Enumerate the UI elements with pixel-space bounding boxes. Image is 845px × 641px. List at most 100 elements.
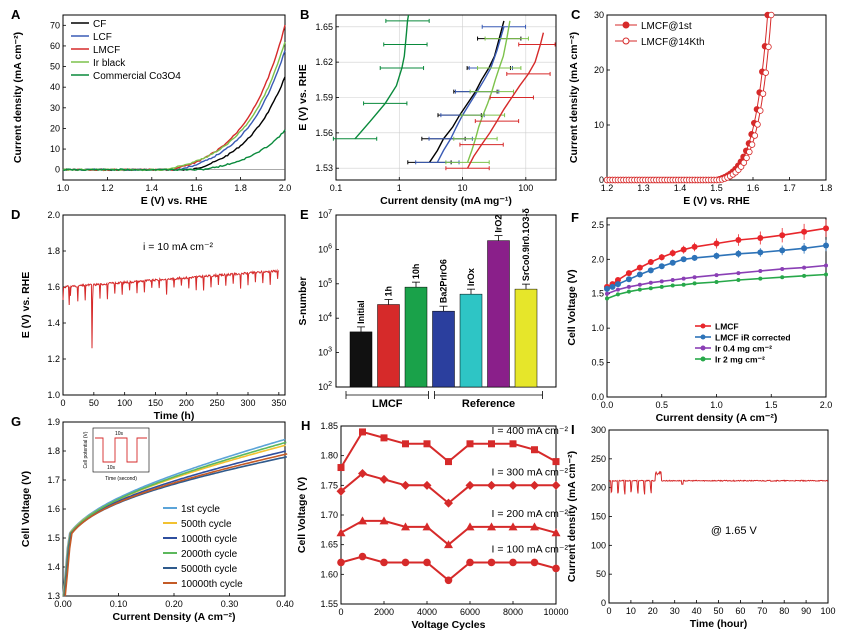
series-line: [606, 227, 827, 288]
x-tick-label: 30: [670, 606, 680, 616]
x-tick-label: 6000: [460, 607, 480, 617]
data-point: [779, 247, 786, 254]
data-point: [648, 280, 653, 285]
plot-frame: [606, 14, 827, 181]
data-point: [551, 528, 561, 537]
data-point: [751, 132, 759, 139]
data-point: [735, 237, 742, 244]
data-point: [423, 440, 431, 448]
x-tick-label: 70: [757, 606, 767, 616]
y-tick-label: 103: [318, 347, 332, 358]
group-label: LMCF: [372, 398, 403, 410]
data-point: [509, 558, 517, 567]
data-point: [802, 265, 807, 270]
y-tick-label: 50: [50, 62, 60, 72]
data-point: [487, 558, 496, 567]
series-line: [608, 470, 829, 495]
y-tick-label: 106: [318, 243, 332, 254]
x-tick-label: 10: [626, 606, 636, 616]
data-point: [780, 266, 785, 271]
x-tick-label: 1.0: [710, 400, 723, 410]
data-point: [615, 292, 620, 297]
data-point: [487, 522, 496, 531]
legend-entry: LMCF@14Kth: [641, 37, 705, 48]
legend-marker: [622, 21, 630, 29]
data-point: [422, 522, 432, 531]
inset-label-top: 10s: [115, 431, 124, 437]
bar-2: [377, 304, 400, 388]
legend-entry: LMCF: [93, 45, 120, 56]
y-tick-label: 1.70: [320, 510, 338, 520]
y-tick-label: 1.4: [47, 318, 60, 328]
data-point: [380, 434, 388, 442]
y-tick-exponent: 2: [328, 381, 332, 388]
data-point: [736, 271, 741, 276]
y-tick-exponent: 5: [328, 278, 332, 285]
y-tick-label: 0: [601, 598, 606, 608]
panel-letter: D: [11, 207, 20, 222]
y-tick-label: 1.60: [320, 569, 338, 579]
data-point: [748, 141, 756, 148]
y-tick-label: 1.55: [320, 599, 338, 609]
bar-label: 1h: [384, 286, 394, 297]
data-point: [609, 283, 616, 290]
data-point: [746, 148, 753, 156]
legend-entry: Ir 2 mg cm⁻²: [715, 355, 765, 365]
data-point: [637, 287, 642, 292]
panel-C: 1.2 1.3 1.4 1.5 1.6 1.7 1.8 0 10 20 30 C E (V) vs. R…: [568, 7, 832, 207]
data-point: [823, 225, 829, 232]
data-point: [669, 250, 676, 257]
legend-entry: Ir black: [93, 58, 126, 69]
data-point: [445, 458, 452, 466]
data-point: [379, 474, 389, 484]
panel-H: 0 2000 4000 6000 8000 10000 1.55 1.60 1.65 1.70 1.…: [296, 418, 569, 631]
y-tick-label: 1.8: [47, 446, 60, 456]
x-tick-label: 150: [148, 398, 163, 408]
legend-marker: [700, 356, 706, 362]
legend-entry: 2000th cycle: [181, 549, 238, 560]
panel-letter: B: [300, 7, 309, 22]
y-axis-label: Cell Voltage (V): [566, 269, 578, 345]
data-point: [736, 277, 741, 282]
x-tick-label: 20: [648, 606, 658, 616]
series-label: I = 400 mA cm⁻²: [492, 425, 569, 437]
x-tick-label: 50: [89, 398, 99, 408]
x-axis-label: Voltage Cycles: [412, 619, 486, 631]
data-point: [824, 263, 828, 268]
data-point: [647, 259, 654, 266]
data-point: [625, 276, 632, 283]
legend-entry: LMCF iR corrected: [715, 333, 791, 343]
y-tick-label: 1.0: [47, 390, 60, 400]
bar-4: [432, 310, 455, 388]
data-point: [691, 254, 698, 261]
data-point: [735, 250, 742, 257]
data-point: [509, 440, 517, 448]
y-tick-label: 1.5: [47, 533, 60, 543]
series-line: [62, 268, 280, 349]
data-point: [691, 243, 698, 250]
bar-1: [349, 331, 373, 388]
y-axis-label: E (V) vs. RHE: [20, 272, 32, 339]
legend-entry: LMCF: [715, 322, 739, 332]
panel-G: 0.00 0.10 0.20 0.30 0.40 1.3 1.4 1.5 1.6 1.7 1.8 1.…: [11, 414, 294, 623]
series-line: [63, 450, 287, 597]
y-tick-label: 1.5: [591, 289, 604, 299]
y-tick-label: 1.65: [315, 22, 333, 32]
data-point: [615, 287, 620, 292]
y-tick-label: 40: [50, 82, 60, 92]
legend-marker: [700, 334, 706, 340]
data-point: [508, 522, 518, 531]
bar-label: IrO2: [494, 215, 504, 233]
y-tick-label: 20: [50, 123, 60, 133]
y-tick-label: 1.9: [47, 417, 60, 427]
x-axis-label: E (V) vs. RHE: [683, 195, 750, 207]
group-label: Reference: [462, 398, 515, 410]
data-point: [636, 264, 643, 271]
x-axis-label: E (V) vs. RHE: [141, 195, 208, 207]
data-point: [762, 69, 769, 76]
bar-7: [514, 288, 538, 388]
x-tick-label: 80: [779, 606, 789, 616]
legend-marker: [622, 37, 630, 45]
x-tick-label: 2.0: [820, 400, 833, 410]
x-tick-label: 1.5: [765, 400, 778, 410]
